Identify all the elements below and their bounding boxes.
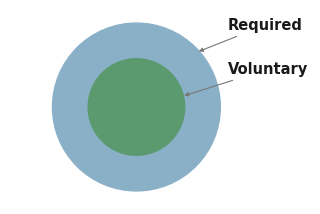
Circle shape [52, 23, 220, 191]
Text: Voluntary: Voluntary [185, 62, 308, 96]
Text: Required: Required [200, 18, 302, 51]
Circle shape [88, 59, 185, 155]
